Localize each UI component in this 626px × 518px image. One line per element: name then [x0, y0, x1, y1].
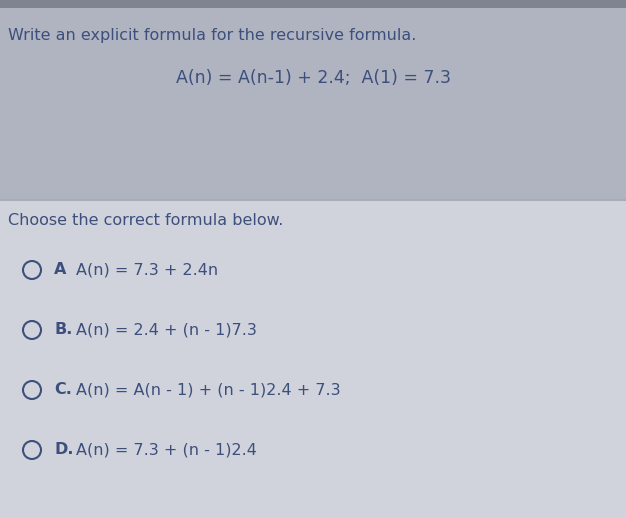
- Bar: [0, 0, 626, 8]
- Text: A: A: [54, 263, 66, 278]
- Text: A(n) = 2.4 + (n - 1)7.3: A(n) = 2.4 + (n - 1)7.3: [76, 323, 257, 338]
- Text: Choose the correct formula below.: Choose the correct formula below.: [8, 213, 284, 228]
- Text: C.: C.: [54, 382, 72, 397]
- Text: A(n) = 7.3 + (n - 1)2.4: A(n) = 7.3 + (n - 1)2.4: [76, 442, 257, 457]
- Text: A(n) = A(n-1) + 2.4;  A(1) = 7.3: A(n) = A(n-1) + 2.4; A(1) = 7.3: [175, 69, 451, 87]
- Text: A(n) = A(n - 1) + (n - 1)2.4 + 7.3: A(n) = A(n - 1) + (n - 1)2.4 + 7.3: [76, 382, 341, 397]
- Bar: [0, 0, 626, 200]
- Text: D.: D.: [54, 442, 73, 457]
- Text: A(n) = 7.3 + 2.4n: A(n) = 7.3 + 2.4n: [76, 263, 218, 278]
- Text: Write an explicit formula for the recursive formula.: Write an explicit formula for the recurs…: [8, 28, 416, 43]
- Text: B.: B.: [54, 323, 73, 338]
- Bar: [0, 200, 626, 518]
